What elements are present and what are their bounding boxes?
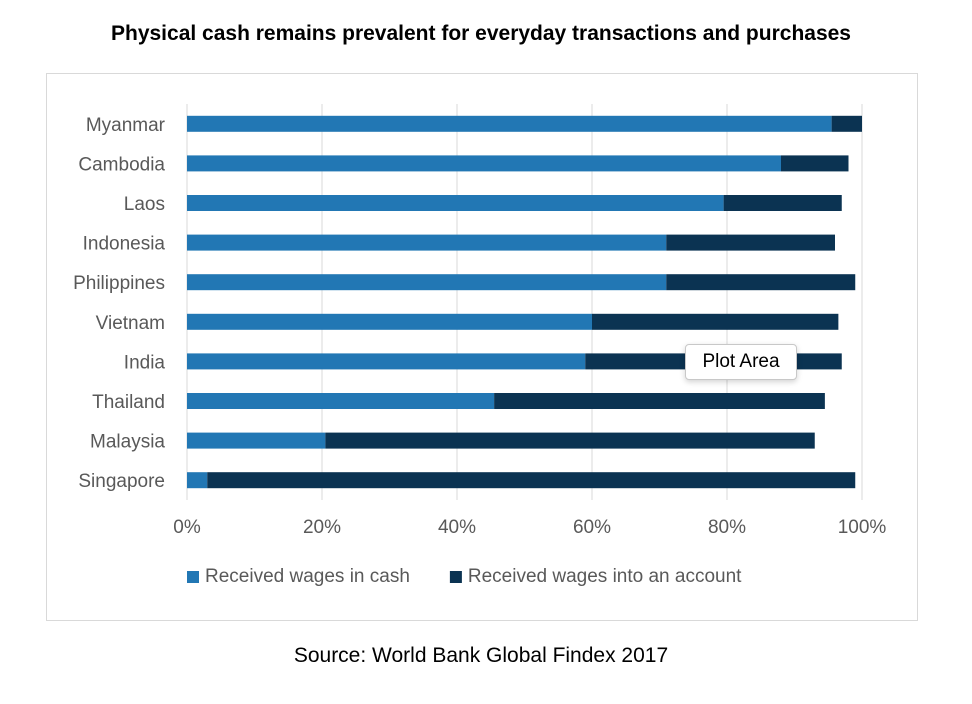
bar-account[interactable] <box>666 234 835 251</box>
bar-account[interactable] <box>494 393 825 409</box>
category-label: Indonesia <box>83 234 166 255</box>
legend-swatch <box>449 571 462 583</box>
bar-cash[interactable] <box>187 472 208 489</box>
bar-account[interactable] <box>325 432 815 449</box>
x-tick-label: 40% <box>438 517 476 538</box>
category-label: Malaysia <box>90 432 165 453</box>
bar-cash[interactable] <box>187 432 326 449</box>
source-note: Source: World Bank Global Findex 2017 <box>293 644 669 667</box>
bar-cash[interactable] <box>187 313 592 330</box>
bar-account[interactable] <box>781 155 849 172</box>
bar-cash[interactable] <box>187 195 724 211</box>
bar-chart[interactable]: 0% 20% 40% 60% 80% 100% Myanmar Cambodia Laos Ind… <box>47 74 917 620</box>
bar-account[interactable] <box>723 195 842 211</box>
legend-label: Received wages in cash <box>205 566 410 587</box>
bar-account[interactable] <box>831 115 862 132</box>
bar-cash[interactable] <box>187 155 781 172</box>
x-tick-label: 60% <box>573 517 611 538</box>
bar-cash[interactable] <box>187 115 832 132</box>
x-tick-label: 80% <box>708 517 746 538</box>
category-label: Philippines <box>73 273 165 294</box>
bar-cash[interactable] <box>187 234 667 251</box>
x-tick-label: 20% <box>303 517 341 538</box>
x-tick-label: 100% <box>838 517 887 538</box>
bar-account[interactable] <box>207 472 856 489</box>
legend-label: Received wages into an account <box>468 566 742 587</box>
bar-cash[interactable] <box>187 274 667 291</box>
category-label: Laos <box>124 194 165 215</box>
category-label: Myanmar <box>86 115 166 136</box>
category-label: Thailand <box>92 392 165 413</box>
bar-account[interactable] <box>666 274 856 291</box>
bar-account[interactable] <box>592 313 839 330</box>
x-tick-label: 0% <box>173 517 201 538</box>
chart-title: Physical cash remains prevalent for ever… <box>110 22 851 45</box>
legend-swatch <box>187 571 199 583</box>
category-label: Cambodia <box>78 154 165 175</box>
plot-area-tooltip: Plot Area <box>685 344 797 380</box>
category-label: Singapore <box>78 471 165 492</box>
category-label: Vietnam <box>96 313 165 334</box>
bar-cash[interactable] <box>187 353 586 370</box>
category-label: India <box>124 352 166 373</box>
bar-cash[interactable] <box>187 393 495 409</box>
